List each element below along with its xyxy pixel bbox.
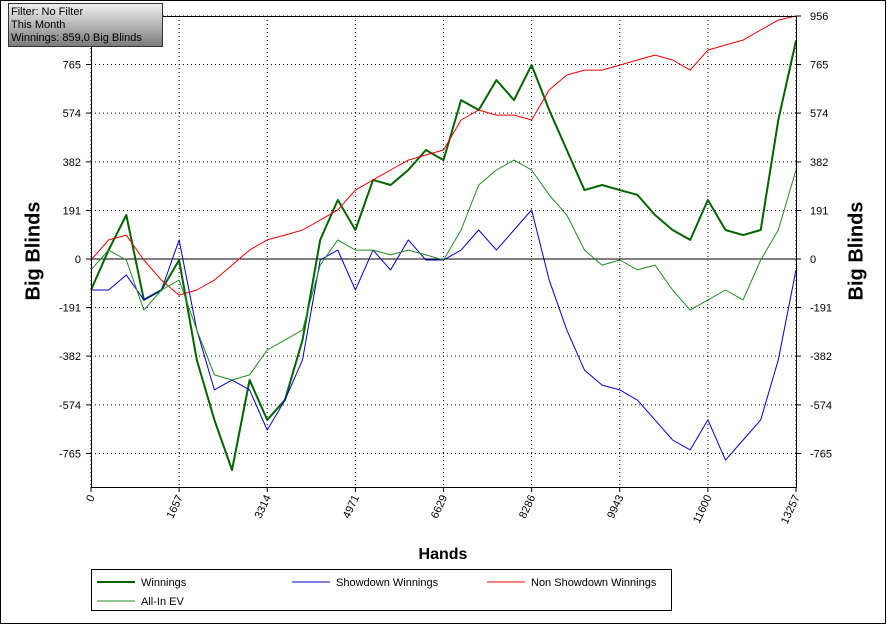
y-tick-label: 765 xyxy=(63,60,81,72)
x-axis-title: Hands xyxy=(419,546,468,563)
y-tick-label: -574 xyxy=(59,400,81,412)
y-tick-label: -191 xyxy=(59,303,81,315)
y-tick-label-right: 574 xyxy=(810,108,828,120)
info-line: Filter: No Filter xyxy=(11,6,83,18)
info-line: Winnings: 859,0 Big Blinds xyxy=(11,32,142,44)
info-line: This Month xyxy=(11,19,65,31)
legend-label: All-In EV xyxy=(141,596,184,608)
y-tick-label-right: 191 xyxy=(810,205,828,217)
plot-border xyxy=(91,16,797,488)
y-tick-label-right: -191 xyxy=(810,303,832,315)
y-axis-title: Big Blinds xyxy=(22,202,44,301)
y-tick-label-right: -765 xyxy=(810,448,832,460)
series-line xyxy=(90,159,797,381)
legend-label: Non Showdown Winnings xyxy=(531,577,657,589)
y-tick-label: -765 xyxy=(59,448,81,460)
legend-label: Winnings xyxy=(141,577,187,589)
y-tick-label-right: -574 xyxy=(810,400,832,412)
legend: Winnings Showdown Winnings Non Showdown Wi… xyxy=(97,577,657,608)
series-line xyxy=(90,40,797,471)
y-tick-label: 0 xyxy=(75,254,81,266)
y-tick-label: 382 xyxy=(63,157,81,169)
x-tick-label: 0 xyxy=(84,493,97,504)
y-tick-label-right: 765 xyxy=(810,60,828,72)
y-tick-label: 191 xyxy=(63,205,81,217)
series-line xyxy=(90,15,797,296)
y-tick-label-right: 0 xyxy=(810,254,816,266)
y-tick-label: -382 xyxy=(59,351,81,363)
legend-box xyxy=(91,569,672,611)
y-tick-label: 574 xyxy=(63,108,81,120)
legend-label: Showdown Winnings xyxy=(336,577,439,589)
y-tick-label-right: 382 xyxy=(810,157,828,169)
y-axis-title-right: Big Blinds xyxy=(845,202,867,301)
info-box xyxy=(8,3,163,47)
y-tick-label-right: 956 xyxy=(810,11,828,23)
y-tick-label-right: -382 xyxy=(810,351,832,363)
